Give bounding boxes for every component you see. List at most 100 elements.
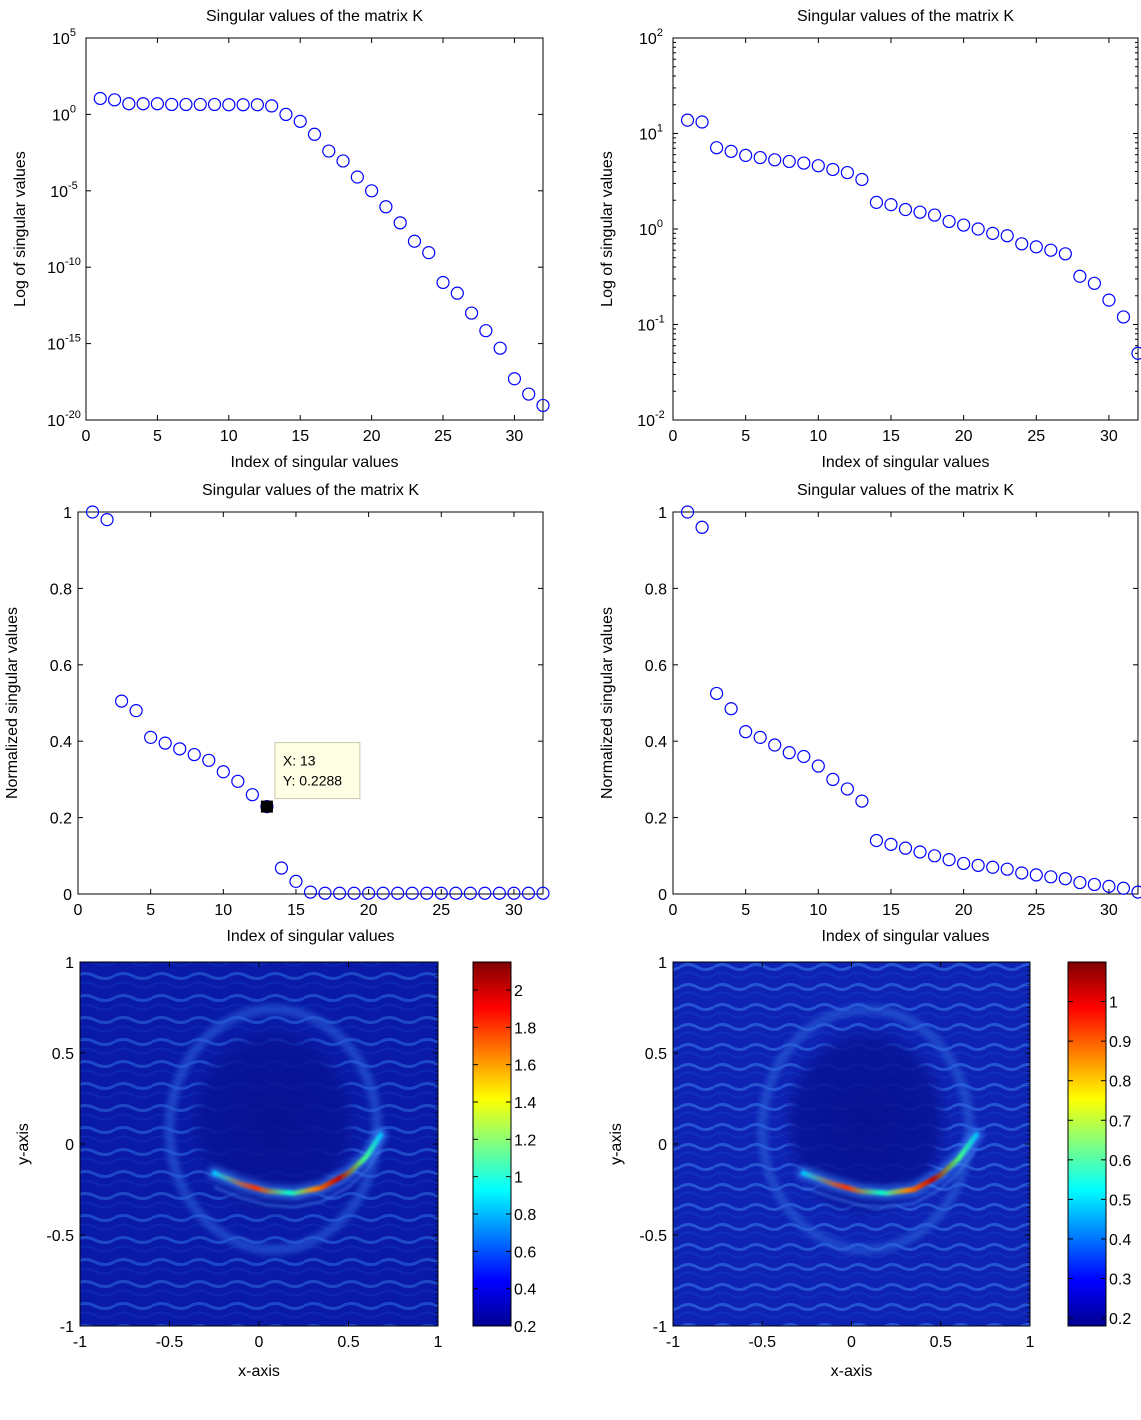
data-point xyxy=(1029,868,1043,882)
data-point xyxy=(493,341,507,355)
data-point xyxy=(957,856,971,871)
heatmap-image xyxy=(673,962,1030,1326)
data-point xyxy=(1102,293,1116,307)
x-tick-label: 25 xyxy=(432,902,450,919)
chart-panel-2: 0 5 10 15 20 25 30 10-2 10-1 100 101 102 Singular va… xyxy=(599,8,1141,471)
x-axis-label: Index of singular values xyxy=(230,454,398,471)
y-axis-label: y-axis xyxy=(608,1123,625,1165)
data-point xyxy=(739,148,753,162)
data-point xyxy=(150,97,165,111)
data-point xyxy=(811,759,825,773)
y-tick-label: 10-2 xyxy=(637,409,665,430)
y-axis-label: y-axis xyxy=(15,1123,32,1165)
datatip-x: X: 13 xyxy=(283,753,316,769)
data-point xyxy=(187,747,201,762)
colorbar-tick-label: 0.9 xyxy=(1109,1034,1131,1051)
heatmap-curve-echo xyxy=(802,1147,978,1209)
data-point xyxy=(293,114,307,128)
data-point xyxy=(129,704,143,718)
y-tick-label: 0.2 xyxy=(50,811,72,828)
data-point xyxy=(753,150,767,165)
data-point xyxy=(136,97,150,111)
data-point xyxy=(840,165,854,180)
heatmap-inner-region xyxy=(780,1023,952,1221)
data-point xyxy=(265,99,279,113)
heatmap-curve xyxy=(211,1132,384,1196)
data-point xyxy=(826,162,840,177)
y-tick-label: 0.8 xyxy=(645,581,667,598)
data-point xyxy=(231,774,245,788)
data-point xyxy=(797,156,811,170)
data-point xyxy=(179,97,193,112)
data-point xyxy=(379,200,393,214)
x-tick-label: 20 xyxy=(955,902,973,919)
x-tick-label: -1 xyxy=(666,1334,680,1351)
y-tick-label: 1 xyxy=(658,955,667,972)
colorbar-tick-label: 0.8 xyxy=(514,1207,536,1224)
x-tick-label: 10 xyxy=(214,902,232,919)
x-axis-label: Index of singular values xyxy=(226,928,394,945)
data-point xyxy=(782,746,796,760)
y-tick-label: 0.6 xyxy=(645,658,667,675)
data-point xyxy=(971,858,985,872)
data-point xyxy=(1087,877,1102,892)
data-point xyxy=(797,749,811,764)
data-point xyxy=(811,159,825,173)
data-point xyxy=(422,246,436,260)
y-tick-label: 1 xyxy=(65,955,74,972)
chart-panel-3: 0 5 10 15 20 25 30 0 0.2 0.4 0.6 0.8 1 X: 13 Y: 0.2288… xyxy=(4,482,550,945)
data-point xyxy=(1029,240,1043,254)
datatip-y: Y: 0.2288 xyxy=(283,773,342,789)
y-tick-label: 10-5 xyxy=(50,180,78,201)
data-point xyxy=(365,184,379,198)
data-point xyxy=(463,886,477,900)
data-point xyxy=(222,98,236,112)
data-point xyxy=(289,874,303,888)
data-point xyxy=(507,886,521,900)
data-point xyxy=(376,886,390,900)
data-point xyxy=(464,306,479,320)
data-point xyxy=(1073,875,1087,890)
data-point xyxy=(753,730,767,744)
data-point xyxy=(826,772,840,787)
chart-panel-5: -1 -0.5 0 0.5 1 -1 -0.5 0 0.5 1 0.2 0.4 0.6 0.8 1 1.2 1.… xyxy=(15,955,536,1380)
data-point xyxy=(1044,870,1058,884)
data-point xyxy=(350,170,364,184)
data-point xyxy=(245,788,259,802)
data-point xyxy=(362,886,376,900)
data-point xyxy=(840,782,854,796)
colorbar-tick-label: 0.4 xyxy=(1109,1232,1131,1249)
x-tick-label: 30 xyxy=(1100,902,1118,919)
colorbar-tick-label: 1 xyxy=(1109,995,1118,1012)
y-tick-label: -1 xyxy=(653,1319,667,1336)
data-point xyxy=(942,853,956,867)
data-point xyxy=(971,222,985,236)
data-point xyxy=(492,886,507,900)
chart-title: Singular values of the matrix K xyxy=(797,8,1014,25)
data-point xyxy=(202,753,216,767)
x-axis-label: x-axis xyxy=(831,1363,873,1380)
y-tick-label: 1 xyxy=(658,505,667,522)
x-tick-label: 10 xyxy=(220,428,238,445)
x-tick-label: -1 xyxy=(73,1334,87,1351)
colorbar-tick-label: 1 xyxy=(514,1170,523,1187)
colorbar-tick-label: 0.3 xyxy=(1109,1272,1131,1289)
x-tick-label: 0.5 xyxy=(930,1334,952,1351)
x-axis-label: Index of singular values xyxy=(821,454,989,471)
chart-panel-6: -1 -0.5 0 0.5 1 -1 -0.5 0 0.5 1 0.2 0.3 0.4 0.5 0.6 0.7… xyxy=(608,955,1131,1380)
colorbar-tick-label: 0.5 xyxy=(1109,1192,1131,1209)
x-tick-label: 30 xyxy=(1100,428,1118,445)
data-point xyxy=(680,113,695,127)
data-point xyxy=(193,97,207,112)
data-point xyxy=(536,886,550,900)
y-tick-label: 100 xyxy=(52,103,76,124)
x-tick-label: 15 xyxy=(882,428,900,445)
data-point xyxy=(434,886,448,900)
heatmap-inner-region xyxy=(187,1023,360,1221)
y-tick-label: 100 xyxy=(639,218,663,239)
data-point xyxy=(986,860,1000,874)
data-point xyxy=(279,107,293,122)
colorbar-tick-label: 0.6 xyxy=(514,1244,536,1261)
data-point xyxy=(768,153,782,167)
y-tick-label: 10-20 xyxy=(47,409,81,430)
